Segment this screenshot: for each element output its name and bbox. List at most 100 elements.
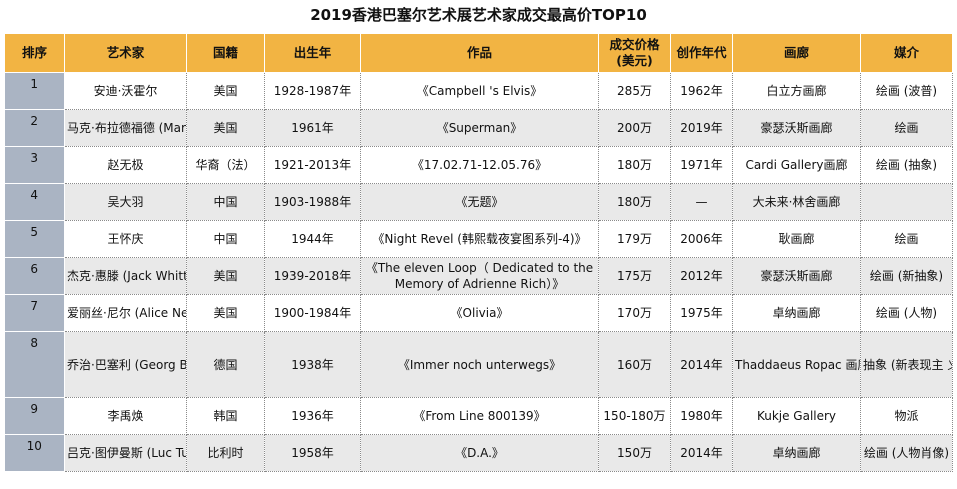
cell-gallery: 卓纳画廊: [732, 434, 861, 472]
cell-work: 《Olivia》: [360, 294, 599, 332]
cell-born: 1961年: [264, 109, 361, 147]
cell-artist: 吴大羽: [64, 183, 187, 221]
cell-medium: 绘画 (人物): [860, 294, 953, 332]
cell-gallery: 大未来·林舍画廊: [732, 183, 861, 221]
cell-nationality: 韩国: [186, 397, 265, 435]
cell-artist: 吕克·图伊曼斯 (Luc Tuymans): [64, 434, 187, 472]
cell-work: 《D.A.》: [360, 434, 599, 472]
cell-medium: 绘画 (新抽象): [860, 257, 953, 295]
cell-work: 《17.02.71-12.05.76》: [360, 146, 599, 184]
cell-medium: 绘画 (波普): [860, 72, 953, 110]
cell-gallery: Cardi Gallery画廊: [732, 146, 861, 184]
cell-rank: 9: [4, 397, 65, 435]
cell-work: 《The eleven Loop（ Dedicated to the Memor…: [360, 257, 599, 295]
cell-medium: 绘画 (人物肖像): [860, 434, 953, 472]
cell-artist: 李禹焕: [64, 397, 187, 435]
table-row: 9 李禹焕 韩国 1936年 《From Line 800139》 150-180万 198…: [4, 397, 953, 435]
cell-artist: 马克·布拉德福德 (Mark Bradford): [64, 109, 187, 147]
cell-born: 1944年: [264, 220, 361, 258]
cell-gallery: 白立方画廊: [732, 72, 861, 110]
cell-nationality: 美国: [186, 257, 265, 295]
cell-rank: 7: [4, 294, 65, 332]
column-header-rank: 排序: [4, 33, 65, 73]
cell-year: 2012年: [670, 257, 733, 295]
cell-born: 1928-1987年: [264, 72, 361, 110]
cell-rank: 6: [4, 257, 65, 295]
cell-year: 1975年: [670, 294, 733, 332]
cell-year: 2014年: [670, 434, 733, 472]
column-header-nationality: 国籍: [186, 33, 265, 73]
cell-work: 《无题》: [360, 183, 599, 221]
cell-price: 200万: [598, 109, 671, 147]
cell-year: 2006年: [670, 220, 733, 258]
cell-gallery: 豪瑟沃斯画廊: [732, 109, 861, 147]
cell-gallery: 卓纳画廊: [732, 294, 861, 332]
cell-year: 2014年: [670, 331, 733, 398]
column-header-medium: 媒介: [860, 33, 953, 73]
cell-medium: 物派: [860, 397, 953, 435]
cell-rank: 2: [4, 109, 65, 147]
cell-nationality: 美国: [186, 294, 265, 332]
column-header-price: 成交价格 (美元): [598, 33, 671, 73]
cell-born: 1958年: [264, 434, 361, 472]
cell-work: 《Night Revel (韩熙载夜宴图系列-4)》: [360, 220, 599, 258]
cell-gallery: Kukje Gallery: [732, 397, 861, 435]
cell-artist: 杰克·惠滕 (Jack Whitten): [64, 257, 187, 295]
cell-gallery: Thaddaeus Ropac 画廊: [732, 331, 861, 398]
cell-gallery: 耿画廊: [732, 220, 861, 258]
cell-medium: 绘画: [860, 109, 953, 147]
column-header-gallery: 画廊: [732, 33, 861, 73]
cell-work: 《Superman》: [360, 109, 599, 147]
cell-born: 1900-1984年: [264, 294, 361, 332]
cell-year: 1962年: [670, 72, 733, 110]
cell-nationality: 美国: [186, 109, 265, 147]
cell-rank: 3: [4, 146, 65, 184]
cell-rank: 10: [4, 434, 65, 472]
cell-year: 1980年: [670, 397, 733, 435]
table-row: 4 吴大羽 中国 1903-1988年 《无题》 180万 — 大未来·林舍画廊: [4, 183, 953, 221]
cell-artist: 赵无极: [64, 146, 187, 184]
column-header-born: 出生年: [264, 33, 361, 73]
cell-year: —: [670, 183, 733, 221]
cell-year: 2019年: [670, 109, 733, 147]
cell-medium: 抽象 (新表现主 义): [860, 331, 953, 398]
cell-artist: 王怀庆: [64, 220, 187, 258]
cell-medium: 绘画 (抽象): [860, 146, 953, 184]
cell-work: 《From Line 800139》: [360, 397, 599, 435]
cell-price: 175万: [598, 257, 671, 295]
cell-medium: 绘画: [860, 220, 953, 258]
table-header-row: 排序 艺术家 国籍 出生年 作品 成交价格 (美元) 创作年代 画廊 媒介: [4, 33, 953, 73]
cell-medium: [860, 183, 953, 221]
cell-nationality: 中国: [186, 183, 265, 221]
cell-rank: 1: [4, 72, 65, 110]
table-row: 3 赵无极 华裔（法） 1921-2013年 《17.02.71-12.05.76》 18…: [4, 146, 953, 184]
cell-born: 1938年: [264, 331, 361, 398]
cell-nationality: 华裔（法）: [186, 146, 265, 184]
cell-born: 1936年: [264, 397, 361, 435]
cell-price: 179万: [598, 220, 671, 258]
table-row: 1 安迪·沃霍尔 美国 1928-1987年 《Campbell 's Elvis》 28…: [4, 72, 953, 110]
column-header-year: 创作年代: [670, 33, 733, 73]
page-title: 2019香港巴塞尔艺术展艺术家成交最高价TOP10: [310, 6, 647, 24]
cell-price: 150-180万: [598, 397, 671, 435]
cell-artist: 安迪·沃霍尔: [64, 72, 187, 110]
cell-year: 1971年: [670, 146, 733, 184]
cell-nationality: 中国: [186, 220, 265, 258]
cell-born: 1939-2018年: [264, 257, 361, 295]
cell-price: 160万: [598, 331, 671, 398]
cell-price: 180万: [598, 183, 671, 221]
cell-work: 《Campbell 's Elvis》: [360, 72, 599, 110]
cell-work: 《Immer noch unterwegs》: [360, 331, 599, 398]
cell-price: 170万: [598, 294, 671, 332]
column-header-artist: 艺术家: [64, 33, 187, 73]
cell-nationality: 德国: [186, 331, 265, 398]
cell-rank: 8: [4, 331, 65, 398]
column-header-work: 作品: [360, 33, 599, 73]
table-row: 5 王怀庆 中国 1944年 《Night Revel (韩熙载夜宴图系列-4)》 179…: [4, 220, 953, 258]
cell-born: 1903-1988年: [264, 183, 361, 221]
